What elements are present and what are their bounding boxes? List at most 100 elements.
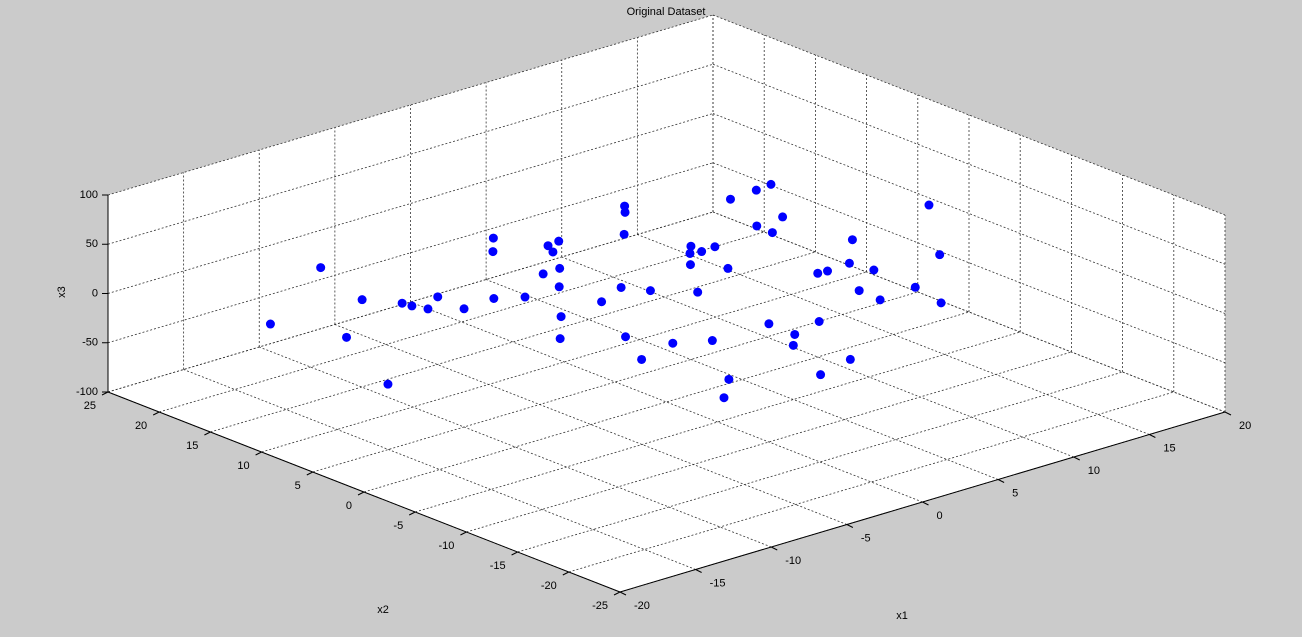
point: [645, 286, 655, 296]
grid-line: [415, 331, 1021, 513]
y-tick-label: 25: [84, 400, 96, 412]
point: [488, 233, 498, 243]
point: [397, 298, 407, 308]
point: [555, 263, 565, 273]
tick-mark: [562, 571, 570, 576]
point: [543, 241, 553, 251]
z-axis-label: x3: [56, 286, 68, 298]
point: [265, 319, 275, 329]
point: [724, 374, 734, 384]
tick-mark: [922, 501, 929, 506]
x-axis-label: x1: [896, 610, 908, 622]
y-axis-label: x2: [377, 604, 389, 616]
x-tick-label: 20: [1239, 420, 1251, 432]
point: [847, 235, 857, 245]
point: [767, 228, 777, 238]
z-tick-label: 100: [80, 189, 98, 201]
tick-mark: [255, 451, 262, 456]
point: [710, 242, 720, 252]
point: [693, 287, 703, 297]
point: [538, 269, 548, 279]
point: [621, 332, 631, 342]
x-tick-label: -15: [710, 577, 726, 589]
grid-line: [159, 231, 765, 413]
point: [844, 258, 854, 268]
point: [619, 229, 629, 239]
z-tick-label: -50: [82, 337, 98, 349]
point: [459, 304, 469, 314]
z-tick-label: 0: [92, 287, 98, 299]
x-tick-label: 0: [937, 510, 943, 522]
grid-line: [107, 211, 714, 393]
grid-line: [363, 311, 970, 493]
point: [752, 221, 762, 231]
tick-mark: [1149, 434, 1156, 438]
point: [788, 340, 798, 350]
tick-mark: [846, 524, 854, 528]
point: [357, 295, 367, 305]
tick-mark: [771, 546, 778, 551]
point: [616, 282, 626, 292]
tick-mark: [306, 471, 314, 476]
point: [554, 236, 564, 246]
point: [685, 260, 695, 270]
point: [764, 319, 774, 329]
point: [556, 312, 566, 322]
chart-title: Original Dataset: [627, 6, 706, 18]
point: [342, 332, 352, 342]
point: [790, 329, 800, 339]
point: [869, 265, 879, 275]
point: [555, 334, 565, 344]
x-tick-label: 15: [1163, 442, 1175, 454]
point: [383, 379, 393, 389]
tick-mark: [695, 569, 702, 573]
grid-line: [312, 291, 918, 473]
point: [707, 336, 717, 346]
y-tick-label: 5: [295, 480, 301, 492]
point: [854, 286, 864, 296]
point: [723, 263, 733, 273]
point: [489, 294, 499, 303]
grid-line: [466, 351, 1072, 533]
point: [725, 194, 735, 204]
grid-line: [261, 271, 867, 453]
point: [488, 247, 498, 257]
point: [520, 292, 530, 302]
y-tick-label: 0: [346, 500, 352, 512]
tick-mark: [619, 591, 627, 596]
point: [423, 304, 433, 314]
tick-mark: [460, 531, 467, 536]
point: [407, 301, 417, 311]
y-tick-label: 10: [237, 460, 249, 472]
grid-line: [568, 391, 1174, 573]
tick-mark: [152, 411, 160, 416]
point: [686, 241, 696, 251]
point: [433, 292, 443, 302]
point: [697, 247, 707, 257]
y-tick-label: -15: [490, 560, 506, 572]
grid-line: [107, 14, 714, 196]
point: [935, 250, 945, 260]
y-tick-label: -5: [393, 520, 403, 532]
point: [778, 212, 788, 222]
y-tick-label: 15: [186, 440, 198, 452]
tick-mark: [613, 591, 621, 596]
grid-line: [210, 251, 816, 433]
point: [823, 266, 833, 276]
point: [814, 317, 824, 326]
grid-line: [107, 63, 714, 245]
point: [548, 247, 558, 257]
y-tick-label: -25: [592, 600, 608, 612]
x-tick-label: 5: [1012, 487, 1018, 499]
tick-mark: [1073, 456, 1080, 461]
floor: [108, 212, 1225, 592]
point: [766, 179, 776, 189]
point: [637, 354, 647, 364]
tick-mark: [1224, 411, 1232, 416]
point: [813, 268, 823, 278]
grid-line: [517, 371, 1123, 553]
point: [924, 200, 934, 210]
x-tick-label: -10: [785, 555, 801, 567]
point: [719, 393, 729, 403]
